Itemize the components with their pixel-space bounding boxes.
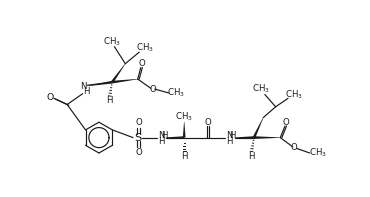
Text: H: H	[158, 137, 164, 146]
Text: O: O	[282, 118, 289, 127]
Polygon shape	[254, 136, 280, 139]
Text: H: H	[229, 131, 235, 140]
Text: CH$_3$: CH$_3$	[137, 41, 154, 54]
Text: H: H	[161, 131, 167, 140]
Text: O: O	[205, 118, 212, 127]
Text: CH$_3$: CH$_3$	[252, 83, 270, 95]
Text: CH$_3$: CH$_3$	[168, 87, 185, 99]
Text: H: H	[107, 96, 113, 105]
Text: O: O	[47, 93, 54, 102]
Text: H: H	[226, 137, 232, 146]
Text: S: S	[134, 133, 141, 143]
Text: CH$_3$: CH$_3$	[285, 88, 303, 101]
Text: CH$_3$: CH$_3$	[175, 111, 193, 123]
Text: CH$_3$: CH$_3$	[103, 35, 121, 48]
Text: O: O	[291, 143, 297, 152]
Polygon shape	[183, 122, 186, 138]
Polygon shape	[235, 136, 254, 139]
Polygon shape	[87, 81, 112, 86]
Text: H: H	[181, 151, 188, 161]
Text: O: O	[149, 85, 156, 94]
Text: N: N	[226, 131, 232, 140]
Text: O: O	[135, 148, 142, 157]
Polygon shape	[112, 79, 138, 84]
Polygon shape	[166, 136, 184, 139]
Text: N: N	[158, 131, 164, 140]
Polygon shape	[253, 117, 263, 138]
Text: H: H	[248, 151, 255, 161]
Polygon shape	[111, 64, 125, 83]
Text: H: H	[83, 87, 90, 96]
Text: CH$_3$: CH$_3$	[309, 147, 326, 159]
Text: O: O	[135, 118, 142, 127]
Text: N: N	[80, 82, 87, 91]
Text: O: O	[138, 59, 145, 68]
